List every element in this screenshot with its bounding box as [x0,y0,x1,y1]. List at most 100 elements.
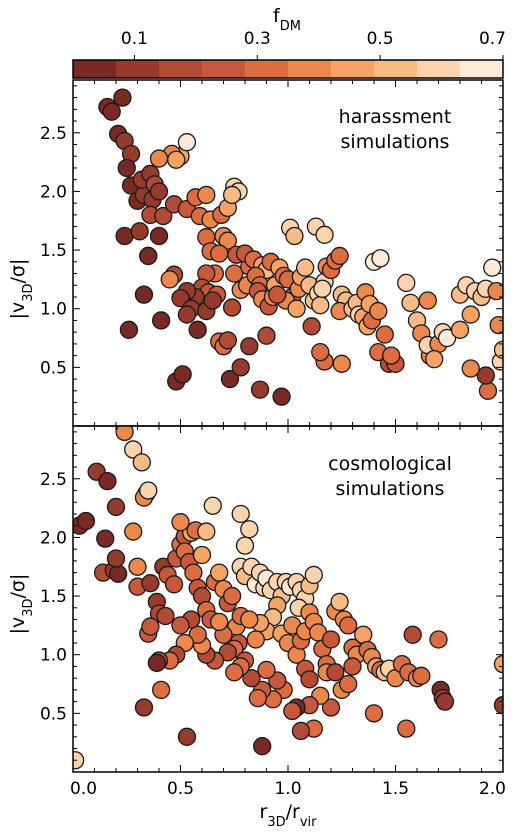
data-point [124,440,143,459]
data-point [364,704,384,723]
data-point [248,688,268,708]
colorbar-frame [72,59,504,79]
data-point [291,721,311,741]
data-point [311,296,330,315]
data-point [382,346,401,365]
colorbar-tick-label: 0.1 [121,29,148,49]
data-point [134,285,154,304]
panel-annotation-line-1: cosmological [328,453,452,475]
data-point [177,305,197,324]
panel-annotation-line-1: harassment [339,106,452,128]
y-tick-label: 1.5 [40,587,67,607]
colorbar-label: fDM [273,5,301,34]
colorbar-bin [374,60,418,78]
colorbar-tick-label: 0.3 [244,29,271,49]
colorbar-bin [288,60,332,78]
axis-ticks [73,80,503,426]
data-point [222,586,242,606]
data-point [315,225,334,244]
data-point [487,281,503,301]
data-point [210,563,229,582]
data-point [313,279,332,298]
colorbar-bin [245,60,289,78]
y-tick-label: 1.0 [40,646,67,666]
data-point [117,158,136,178]
data-point [450,320,470,339]
data-point [257,326,276,345]
data-point [493,654,503,674]
data-point [218,331,237,350]
data-point [354,625,373,644]
x-tick-label: 0.0 [70,779,97,799]
data-point [287,299,306,318]
data-point [240,610,259,629]
data-point [188,625,207,644]
scatter-points [73,426,503,770]
data-point [184,563,203,582]
data-point [235,536,255,555]
colorbar-bin [331,60,375,78]
scatter-points [98,88,503,406]
colorbar: fDM 0.1 0.3 0.5 0.7 [72,5,506,79]
y-tick-label: 1.0 [40,300,67,320]
data-point [268,285,287,304]
data-point [149,149,169,168]
data-point [192,545,212,565]
data-point [330,592,349,612]
data-point [225,264,244,283]
data-point [437,328,457,348]
x-tick-label: 0.5 [167,779,194,799]
data-point [141,574,160,593]
data-point [171,616,190,635]
y-tick-label: 1.5 [40,241,67,261]
data-point [98,471,117,491]
data-point [476,366,495,385]
data-point [109,564,128,583]
data-point [203,496,222,515]
data-point [149,182,169,201]
data-point [343,657,362,676]
data-point [412,666,431,685]
data-point [119,320,139,339]
data-point [283,701,302,721]
data-point [160,270,179,289]
data-point [493,695,503,715]
data-point [220,369,240,389]
x-tick-label: 2.0 [479,779,506,799]
data-point [128,557,147,576]
data-point [231,504,250,524]
data-point [371,249,390,268]
data-point [483,258,502,277]
x-tick-label: 1.0 [274,779,301,799]
colorbar-tick-labels: 0.1 0.3 0.5 0.7 [121,29,506,60]
data-point [151,311,171,330]
colorbar-bin [460,60,504,78]
data-point [300,670,319,689]
data-point [76,511,96,531]
data-point [73,751,85,770]
data-point [141,617,160,636]
data-point [257,660,276,680]
panel-annotation-line-2: simulations [336,478,445,500]
data-point [285,226,304,246]
data-point [326,663,345,682]
data-point [246,630,265,649]
data-point [222,185,242,205]
data-point [173,365,192,384]
y-axis-label: |v3D/σ| [7,574,36,635]
data-point [332,354,351,373]
data-point [435,692,455,711]
x-axis-label: r3D/rvir [260,801,318,830]
data-point [339,616,358,635]
data-point [311,342,330,362]
data-point [375,325,394,344]
data-point [96,529,115,548]
y-tick-label: 0.5 [40,704,67,724]
data-point [296,258,315,277]
data-point [149,226,169,246]
data-point [330,246,349,266]
colorbar-bin [73,60,117,78]
data-point [397,273,416,293]
data-point [272,387,291,406]
